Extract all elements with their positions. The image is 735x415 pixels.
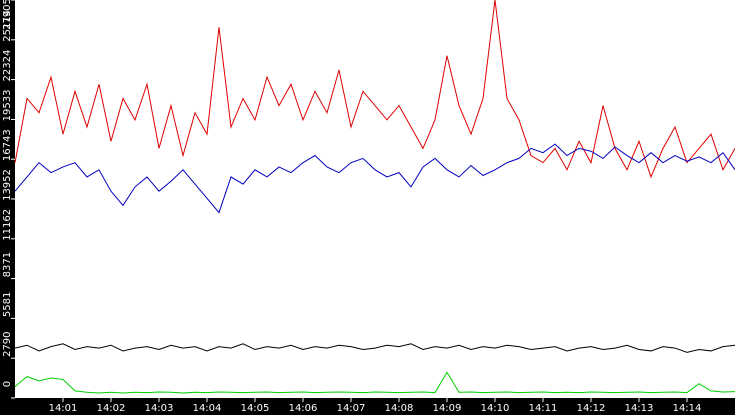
x-tick-label: 14:06	[289, 403, 318, 414]
x-tick-label: 14:09	[433, 403, 462, 414]
x-tick-label: 14:12	[577, 403, 606, 414]
y-tick-label: 19533	[2, 90, 13, 122]
y-tick-label: 0	[2, 381, 13, 387]
x-tick-label: 14:05	[241, 403, 270, 414]
x-tick-label: 14:14	[673, 403, 702, 414]
y-tick-label: 13952	[2, 169, 13, 201]
x-tick-label: 14:10	[481, 403, 510, 414]
x-tick-label: 14:03	[145, 403, 174, 414]
x-tick-label: 14:08	[385, 403, 414, 414]
y-tick-label: 8371	[2, 252, 13, 277]
x-tick-label: 14:01	[49, 403, 78, 414]
x-tick-label: 14:13	[625, 403, 654, 414]
x-tick-label: 14:07	[337, 403, 366, 414]
y-tick-label: 11162	[2, 209, 13, 241]
x-tick-label: 14:02	[97, 403, 126, 414]
x-tick-label: 14:11	[529, 403, 558, 414]
y-tick-label: 27905	[2, 0, 13, 30]
y-tick-label: 5581	[2, 292, 13, 317]
y-tick-label: 2790	[2, 331, 13, 356]
y-tick-label: 22324	[2, 50, 13, 82]
y-tick-label: 16743	[2, 129, 13, 161]
x-tick-label: 14:04	[193, 403, 222, 414]
